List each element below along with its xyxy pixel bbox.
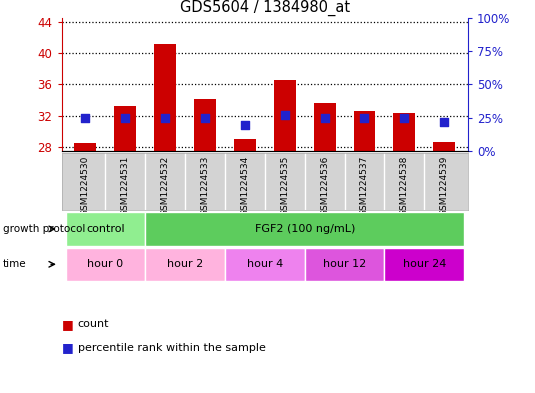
Text: GSM1224535: GSM1224535	[280, 156, 289, 217]
Text: hour 0: hour 0	[87, 259, 124, 269]
Bar	[393, 113, 415, 151]
Point	[241, 121, 249, 128]
Bar	[65, 248, 145, 281]
Text: GSM1224539: GSM1224539	[440, 156, 449, 217]
Bar	[145, 248, 225, 281]
Bar	[433, 142, 455, 151]
Text: GSM1224537: GSM1224537	[360, 156, 369, 217]
Point	[161, 115, 170, 121]
Text: time: time	[3, 259, 26, 269]
Bar	[305, 248, 385, 281]
Text: control: control	[86, 224, 125, 234]
Text: hour 4: hour 4	[247, 259, 283, 269]
Text: ■: ■	[62, 318, 73, 331]
Bar	[225, 248, 305, 281]
Point	[121, 115, 129, 121]
Point	[400, 115, 409, 121]
Text: ■: ■	[62, 341, 73, 354]
Point	[201, 115, 209, 121]
Text: percentile rank within the sample: percentile rank within the sample	[78, 343, 265, 353]
Title: GDS5604 / 1384980_at: GDS5604 / 1384980_at	[180, 0, 350, 17]
Bar	[385, 248, 464, 281]
Text: GSM1224532: GSM1224532	[160, 156, 170, 217]
Bar	[74, 143, 96, 151]
Bar	[234, 139, 256, 151]
Bar	[314, 103, 335, 151]
Text: FGF2 (100 ng/mL): FGF2 (100 ng/mL)	[255, 224, 355, 234]
Bar	[354, 111, 376, 151]
Point	[320, 115, 329, 121]
Text: GSM1224530: GSM1224530	[81, 156, 90, 217]
Text: GSM1224533: GSM1224533	[201, 156, 210, 217]
Bar	[114, 106, 136, 151]
Text: GSM1224536: GSM1224536	[320, 156, 329, 217]
Text: hour 2: hour 2	[167, 259, 203, 269]
Point	[440, 119, 448, 125]
Bar	[65, 212, 145, 246]
Point	[81, 115, 90, 121]
Text: GSM1224531: GSM1224531	[121, 156, 130, 217]
Text: GSM1224534: GSM1224534	[240, 156, 249, 217]
Text: hour 24: hour 24	[403, 259, 446, 269]
Text: growth protocol: growth protocol	[3, 224, 85, 234]
Point	[360, 115, 369, 121]
Bar	[274, 80, 296, 151]
Bar	[154, 44, 176, 151]
Bar	[145, 212, 464, 246]
Text: GSM1224538: GSM1224538	[400, 156, 409, 217]
Text: hour 12: hour 12	[323, 259, 366, 269]
Point	[280, 112, 289, 118]
Bar	[194, 99, 216, 151]
Text: count: count	[78, 319, 109, 329]
